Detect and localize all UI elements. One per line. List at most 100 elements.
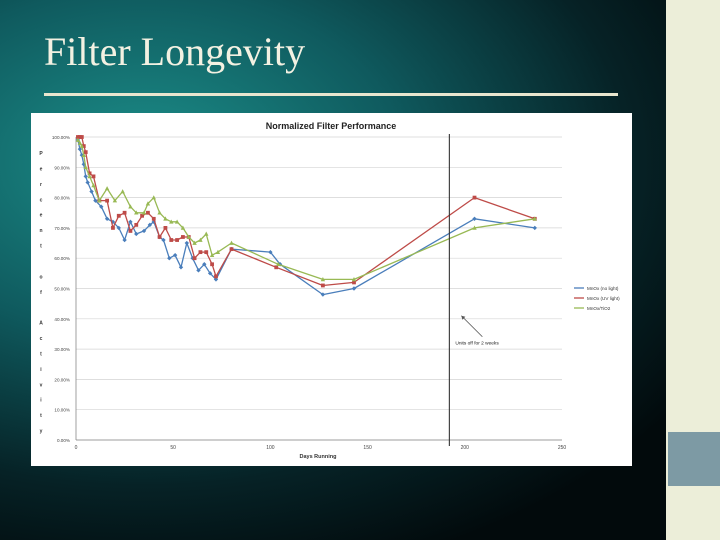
title-underline — [44, 93, 618, 96]
axes: 0.00% 10.00% 20.00% 30.00% 40.00% 50.00% 60.00… — [52, 135, 567, 451]
data-point — [79, 143, 85, 148]
series-group — [75, 135, 537, 297]
data-point — [161, 237, 166, 243]
data-point — [79, 135, 84, 139]
data-point — [104, 186, 110, 191]
data-point — [180, 225, 186, 230]
x-tick-label: 50 — [170, 445, 176, 451]
data-point — [175, 238, 179, 242]
data-point — [83, 150, 88, 155]
y-tick-label: 70.00% — [54, 226, 70, 231]
data-point — [77, 135, 82, 139]
data-point — [184, 240, 190, 246]
data-point — [169, 219, 174, 224]
data-point — [204, 231, 209, 236]
y-tick-label: 30.00% — [54, 347, 70, 352]
data-point — [77, 146, 83, 152]
data-point — [145, 201, 151, 206]
data-point — [83, 164, 88, 170]
data-point — [210, 262, 214, 267]
data-point — [151, 195, 156, 200]
data-point — [128, 229, 133, 233]
data-point — [172, 252, 178, 258]
x-tick-label: 250 — [558, 445, 567, 451]
data-point — [174, 219, 180, 224]
data-point — [120, 189, 125, 194]
data-point — [209, 252, 215, 257]
data-point — [215, 249, 221, 254]
data-point — [134, 210, 139, 215]
data-point — [268, 249, 273, 255]
data-point — [351, 277, 357, 282]
data-point — [213, 277, 219, 282]
y-tick-label: 90.00% — [54, 165, 70, 170]
data-point — [472, 216, 477, 222]
data-point — [128, 219, 133, 225]
data-point — [320, 283, 325, 288]
data-point — [274, 265, 279, 270]
annotation-label: Units off for 2 weeks — [455, 341, 499, 347]
data-point — [181, 235, 185, 239]
data-point — [105, 198, 110, 203]
annotation-group: Units off for 2 weeks — [448, 134, 499, 446]
data-point — [192, 240, 197, 245]
data-point — [352, 280, 356, 285]
data-point — [122, 237, 127, 243]
annotation-arrow — [461, 315, 483, 338]
legend-label: MnOx (UV light) — [587, 296, 620, 301]
data-point — [128, 204, 133, 209]
gridlines — [76, 136, 562, 441]
data-point — [147, 222, 153, 228]
y-tick-label: 0.00% — [57, 438, 70, 443]
data-point — [93, 198, 98, 203]
y-tick-label: 40.00% — [54, 317, 70, 322]
y-tick-label: 50.00% — [54, 287, 70, 292]
data-point — [198, 250, 203, 255]
data-point — [89, 189, 94, 194]
data-point — [157, 235, 162, 239]
data-point — [196, 268, 201, 273]
data-point — [204, 250, 209, 255]
annotation-arrowhead — [461, 315, 466, 320]
data-point — [85, 180, 90, 185]
data-point — [202, 262, 207, 267]
legend: MnOx (no light) MnOx (UV light) MnOx/TiO2 — [574, 286, 620, 311]
data-point — [116, 213, 121, 218]
data-point — [77, 140, 83, 145]
filter-performance-chart: Normalized Filter Performance Days Runni… — [39, 121, 620, 460]
series-line-1 — [77, 136, 536, 287]
data-point — [472, 195, 477, 200]
data-point — [141, 228, 147, 234]
series-line-0 — [77, 139, 535, 296]
data-point — [134, 231, 139, 237]
y-tick-label: 80.00% — [54, 196, 70, 201]
data-point — [178, 265, 184, 270]
data-point — [87, 173, 92, 179]
y-tick-label: 10.00% — [54, 408, 70, 413]
slide-title: Filter Longevity — [44, 29, 306, 74]
y-tick-label: 100.00% — [52, 135, 70, 140]
data-point — [112, 198, 118, 203]
data-point — [277, 262, 283, 267]
data-point — [140, 213, 144, 218]
data-point — [192, 256, 197, 261]
data-point — [76, 135, 80, 139]
data-point — [163, 226, 168, 230]
data-point — [91, 174, 96, 179]
data-point — [81, 144, 86, 148]
data-point — [151, 216, 156, 221]
data-point — [134, 222, 139, 227]
data-point — [141, 210, 147, 215]
data-point — [532, 225, 537, 231]
data-point — [104, 216, 110, 222]
data-point — [122, 210, 127, 215]
data-point — [214, 274, 218, 279]
x-tick-label: 100 — [266, 445, 275, 451]
data-point — [169, 238, 174, 242]
data-point — [275, 261, 281, 267]
right-accent-block — [668, 432, 720, 486]
y-tick-label: 20.00% — [54, 377, 70, 382]
data-point — [320, 277, 326, 282]
data-point — [163, 216, 168, 221]
chart-frame: Normalized Filter Performance Days Runni… — [31, 113, 632, 466]
